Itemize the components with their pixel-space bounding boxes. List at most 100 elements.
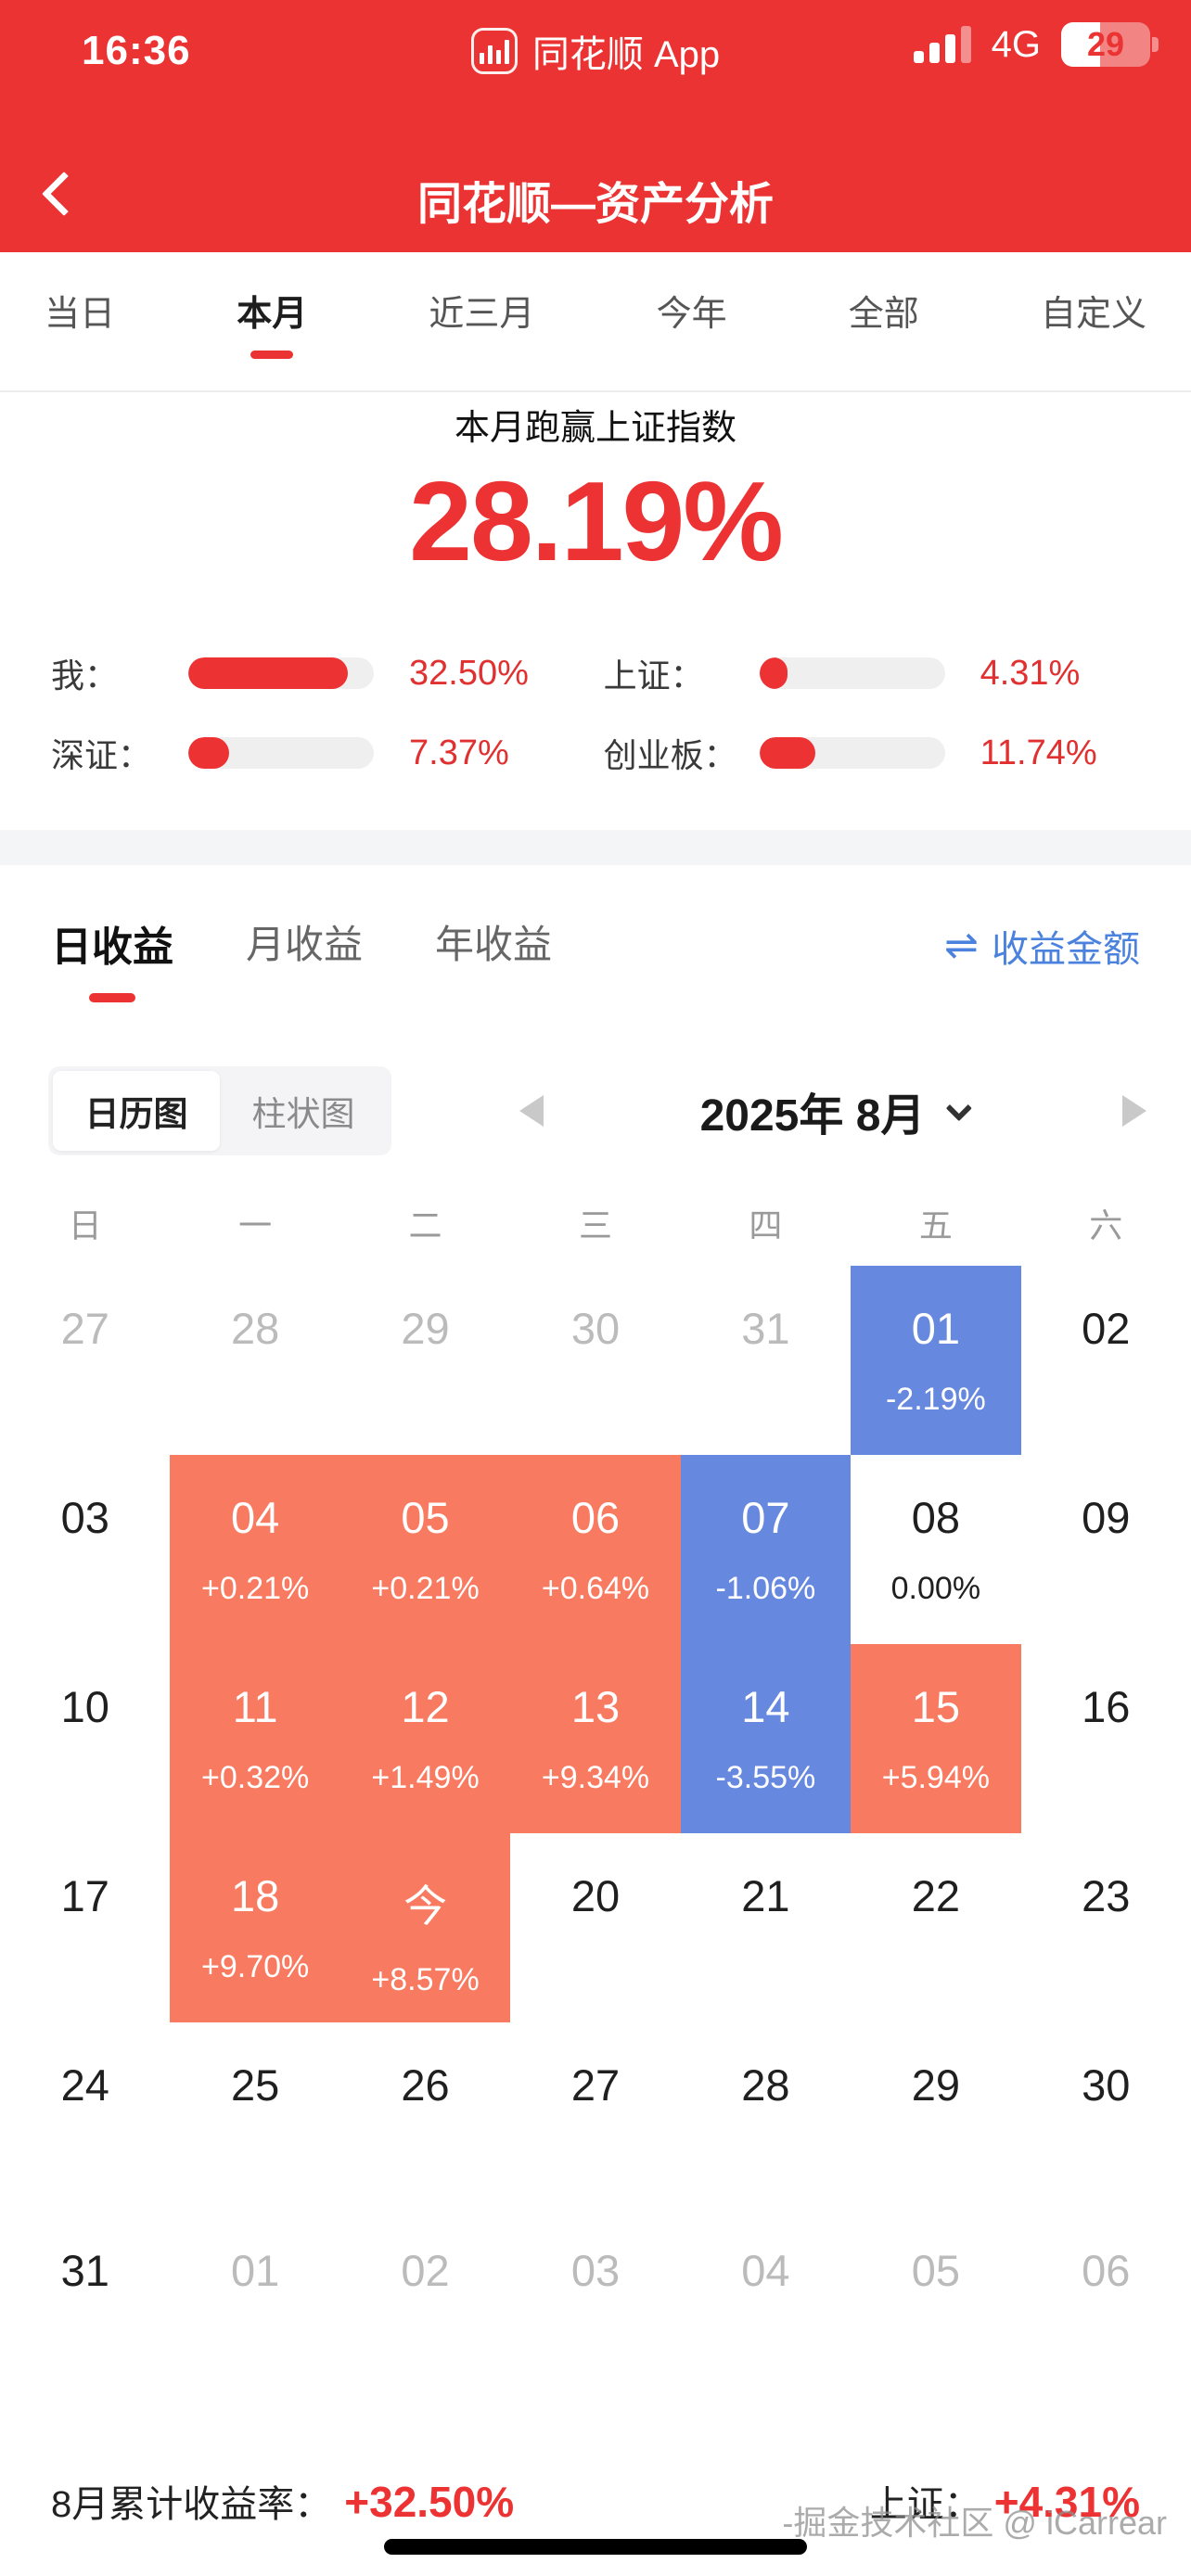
income-tab[interactable]: 月收益: [246, 913, 363, 1002]
benchmark-value: 32.50%: [409, 653, 529, 693]
calendar-day-cell[interactable]: 18 +9.70%: [170, 1833, 340, 2022]
period-tab[interactable]: 当日: [45, 252, 115, 390]
calendar-day-cell[interactable]: 10: [0, 1644, 170, 1833]
calendar-day-cell[interactable]: 17: [0, 1833, 170, 2022]
benchmark-label: 我：: [51, 657, 119, 695]
calendar-day-cell[interactable]: 30: [1021, 2022, 1191, 2208]
index-return-value: +4.31%: [993, 2478, 1140, 2526]
day-number: 03: [570, 2246, 621, 2295]
calendar-day-cell[interactable]: 04 +0.21%: [170, 1455, 340, 1644]
day-return-value: +1.49%: [371, 1760, 480, 1795]
benchmark-stat-row: 我： 32.50%: [51, 649, 548, 697]
calendar-day-cell[interactable]: 31: [681, 1266, 851, 1455]
weekday-label: 四: [749, 1206, 783, 1244]
period-tab[interactable]: 本月: [237, 252, 307, 390]
day-number: 29: [911, 2060, 960, 2110]
calendar-day-cell[interactable]: 03: [510, 2208, 680, 2393]
calendar-day-cell[interactable]: 29: [851, 2022, 1020, 2208]
calendar-day-cell[interactable]: 27: [510, 2022, 680, 2208]
status-bar: 16:36 同花顺 App 4G 29: [0, 17, 1191, 82]
day-number: 04: [230, 1493, 280, 1542]
calendar-day-cell[interactable]: 05: [851, 2208, 1020, 2393]
calendar-day-cell[interactable]: 13 +9.34%: [510, 1644, 681, 1833]
toggle-amount-view-link[interactable]: ⇌ 收益金额: [944, 919, 1140, 973]
calendar-day-cell[interactable]: 31: [0, 2208, 170, 2393]
chart-type-option[interactable]: 柱状图: [251, 1095, 355, 1133]
day-number: 12: [401, 1682, 450, 1731]
calendar-day-cell[interactable]: 05 +0.21%: [339, 1455, 511, 1644]
month-picker[interactable]: 2025年 8月: [700, 1078, 973, 1143]
day-return-value: +0.32%: [201, 1760, 310, 1795]
calendar-day-cell[interactable]: 24: [0, 2022, 170, 2208]
app-icon: [470, 28, 518, 74]
calendar-day-cell[interactable]: 09: [1021, 1455, 1191, 1644]
calendar-day-cell[interactable]: 11 +0.32%: [170, 1644, 340, 1833]
cumulative-return-label: 8月累计收益率：: [51, 2484, 332, 2525]
day-number: 09: [1082, 1493, 1131, 1542]
app-banner[interactable]: 同花顺 App: [0, 24, 1191, 78]
day-number: 22: [911, 1871, 960, 1920]
active-tab-underline: [863, 351, 905, 359]
day-return-value: +5.94%: [881, 1760, 990, 1795]
calendar-day-cell[interactable]: 22: [851, 1833, 1020, 2022]
calendar-day-cell[interactable]: 26: [340, 2022, 510, 2208]
calendar-day-cell[interactable]: 21: [681, 1833, 851, 2022]
day-number: 24: [60, 2060, 109, 2110]
status-right: 4G 29: [913, 22, 1159, 67]
calendar-day-cell[interactable]: 06: [1021, 2208, 1191, 2393]
calendar-day-cell[interactable]: 02: [340, 2208, 510, 2393]
period-tab-bar: 当日 本月 近三月 今年 全部 自定义: [0, 252, 1191, 392]
weekday-label: 二: [408, 1206, 442, 1244]
weekday-label: 六: [1089, 1206, 1123, 1244]
nav-bar: 同花顺—资产分析: [0, 158, 1191, 250]
progress-bar-fill: [759, 657, 788, 689]
period-tab[interactable]: 近三月: [429, 252, 534, 390]
income-tab-label: 月收益: [246, 923, 364, 966]
calendar-day-cell[interactable]: 28: [681, 2022, 851, 2208]
calendar-day-cell[interactable]: 14 -3.55%: [680, 1644, 852, 1833]
calendar-day-cell[interactable]: 28: [170, 1266, 339, 1455]
cumulative-summary: 8月累计收益率： +32.50% 上证： +4.31%: [51, 2474, 1140, 2528]
chart-type-option[interactable]: 日历图: [53, 1071, 220, 1151]
calendar-day-cell[interactable]: 08 0.00%: [851, 1455, 1020, 1644]
calendar-day-cell[interactable]: 12 +1.49%: [339, 1644, 511, 1833]
calendar-day-cell[interactable]: 15 +5.94%: [851, 1644, 1021, 1833]
day-number: 02: [401, 2246, 450, 2295]
calendar-day-cell[interactable]: 30: [510, 1266, 680, 1455]
calendar-day-cell[interactable]: 01 -2.19%: [851, 1266, 1021, 1455]
day-number: 18: [230, 1871, 280, 1920]
calendar-day-cell[interactable]: 04: [681, 2208, 851, 2393]
day-number: 27: [570, 2060, 621, 2110]
calendar-day-cell[interactable]: 06 +0.64%: [510, 1455, 681, 1644]
calendar-day-cell[interactable]: 29: [340, 1266, 510, 1455]
calendar-day-cell[interactable]: 07 -1.06%: [680, 1455, 852, 1644]
calendar-day-cell[interactable]: 16: [1021, 1644, 1191, 1833]
calendar-day-cell[interactable]: 25: [170, 2022, 339, 2208]
month-navigator: 2025年 8月: [519, 1066, 1146, 1155]
benchmark-stat-row: 上证： 4.31%: [604, 649, 1140, 697]
home-indicator[interactable]: [384, 2539, 807, 2555]
period-tab[interactable]: 全部: [849, 252, 919, 390]
calendar-day-cell[interactable]: 02: [1021, 1266, 1191, 1455]
calendar-day-cell[interactable]: 01: [170, 2208, 339, 2393]
calendar-day-cell[interactable]: 23: [1021, 1833, 1191, 2022]
period-tab-label: 今年: [656, 294, 727, 334]
prev-month-arrow-icon[interactable]: [519, 1095, 544, 1127]
day-return-value: +9.70%: [201, 1949, 310, 1984]
period-tab-label: 本月: [237, 294, 308, 334]
calendar-day-cell[interactable]: 03: [0, 1455, 170, 1644]
calendar-day-cell[interactable]: 今 +8.57%: [339, 1833, 511, 2022]
period-tab[interactable]: 今年: [657, 252, 727, 390]
benchmark-stat-row: 深证： 7.37%: [51, 729, 548, 777]
next-month-arrow-icon[interactable]: [1121, 1095, 1146, 1127]
calendar-day-cell[interactable]: 20: [510, 1833, 680, 2022]
income-tab-label: 年收益: [435, 923, 553, 966]
period-tab-label: 自定义: [1040, 294, 1146, 334]
day-number: 01: [911, 1304, 960, 1353]
calendar-day-cell[interactable]: 27: [0, 1266, 170, 1455]
income-tab[interactable]: 年收益: [435, 913, 552, 1002]
progress-bar-fill: [188, 657, 348, 689]
period-tab[interactable]: 自定义: [1041, 252, 1146, 390]
income-tab[interactable]: 日收益: [51, 913, 173, 1002]
